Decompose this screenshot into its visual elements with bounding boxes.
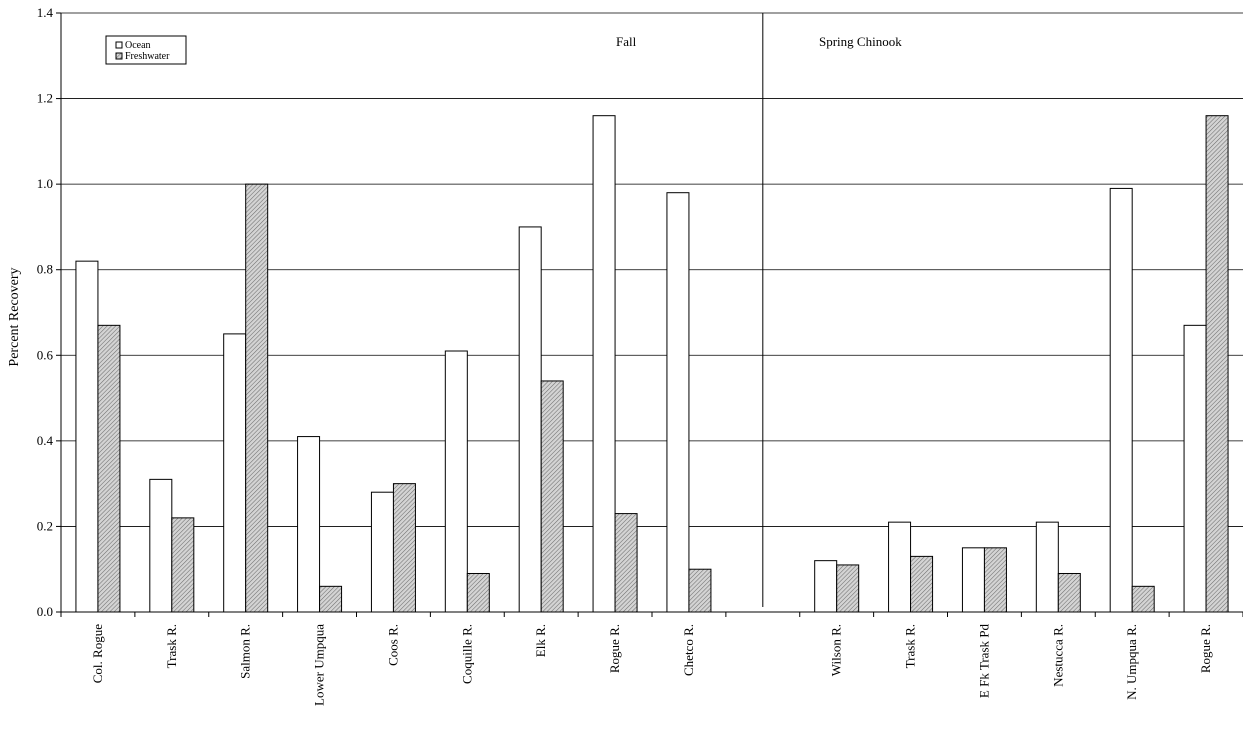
legend-swatch-freshwater — [115, 52, 123, 60]
x-category-label: Rogue R. — [607, 624, 622, 673]
bar-ocean — [666, 192, 690, 613]
bar-freshwater — [1205, 115, 1229, 613]
x-category-label: Col. Rogue — [90, 624, 105, 683]
legend-label-ocean: Ocean — [125, 40, 151, 51]
bar-freshwater — [97, 324, 121, 613]
x-category-label: Rogue R. — [1198, 624, 1213, 673]
bar-freshwater — [836, 564, 860, 613]
y-tick-label: 1.2 — [37, 91, 53, 106]
bar-ocean — [888, 521, 912, 613]
y-tick-label: 1.4 — [37, 5, 54, 20]
bar-ocean — [1035, 521, 1059, 613]
bar-freshwater — [688, 568, 712, 613]
y-tick-label: 0.4 — [37, 433, 54, 448]
bar-freshwater — [540, 380, 564, 613]
y-axis-ticks: 0.0 0.2 0.4 0.6 0.8 1.0 1.2 1.4 — [37, 5, 61, 619]
bar-freshwater — [1057, 572, 1081, 613]
y-tick-label: 0.8 — [37, 262, 53, 277]
x-category-label: Trask R. — [164, 624, 179, 668]
bar-freshwater — [614, 513, 638, 613]
group-label-fall: Fall — [616, 34, 637, 49]
x-category-label: Coquille R. — [459, 624, 474, 684]
bar-freshwater — [319, 585, 343, 613]
bar-ocean — [297, 436, 321, 613]
legend: Ocean Freshwater — [105, 35, 187, 65]
x-category-label: Trask R. — [903, 624, 918, 668]
bar-freshwater — [983, 547, 1007, 613]
bar-ocean — [149, 478, 173, 613]
x-category-label: Coos R. — [385, 624, 400, 666]
bar-ocean — [75, 260, 99, 613]
y-tick-label: 1.0 — [37, 176, 53, 191]
bar-ocean — [223, 333, 247, 613]
x-category-label: Chetco R. — [681, 624, 696, 676]
legend-label-freshwater: Freshwater — [125, 51, 170, 62]
x-category-label: Lower Umpqua — [312, 624, 327, 706]
bars — [75, 115, 1229, 613]
bar-freshwater — [392, 483, 416, 613]
bar-ocean — [370, 491, 394, 613]
y-axis-label: Percent Recovery — [7, 267, 22, 366]
bar-freshwater — [466, 572, 490, 613]
bar-ocean — [1109, 187, 1133, 613]
bar-freshwater — [245, 183, 269, 613]
bar-ocean — [518, 226, 542, 613]
y-tick-label: 0.0 — [37, 604, 53, 619]
x-category-label: E Fk Trask Pd — [976, 624, 991, 699]
bar-ocean — [592, 115, 616, 613]
y-tick-label: 0.6 — [37, 347, 54, 362]
y-tick-label: 0.2 — [37, 518, 53, 533]
bar-freshwater — [1131, 585, 1155, 613]
x-category-label: N. Umpqua R. — [1124, 624, 1139, 700]
x-category-label: Salmon R. — [238, 624, 253, 679]
group-label-spring-chinook: Spring Chinook — [819, 34, 902, 49]
bar-freshwater — [910, 555, 934, 613]
bar-ocean — [961, 547, 985, 613]
x-category-label: Elk R. — [533, 624, 548, 657]
axes — [60, 13, 1243, 617]
bar-ocean — [444, 350, 468, 613]
legend-swatch-ocean — [115, 41, 123, 49]
bar-ocean — [814, 560, 838, 613]
bar-ocean — [1183, 324, 1207, 613]
x-axis-category-labels: Col. Rogue Trask R. Salmon R. Lower Umpqua C… — [90, 624, 1213, 706]
x-category-label: Nestucca R. — [1050, 624, 1065, 687]
x-category-label: Wilson R. — [829, 624, 844, 676]
bar-freshwater — [171, 517, 195, 613]
